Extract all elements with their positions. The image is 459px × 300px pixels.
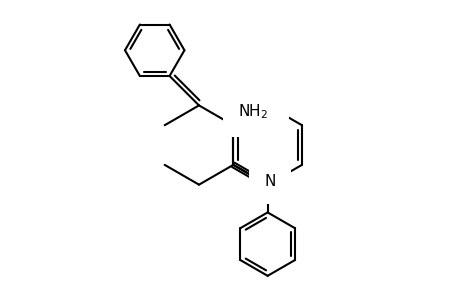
Text: NH$_2$: NH$_2$ — [238, 103, 268, 121]
Text: N: N — [264, 174, 275, 189]
Text: O: O — [261, 89, 273, 104]
